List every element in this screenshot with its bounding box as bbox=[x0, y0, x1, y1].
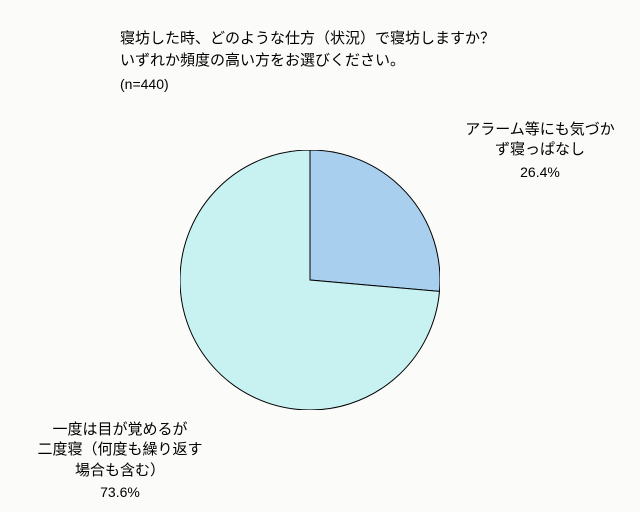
slice-pct-alarm: 26.4% bbox=[450, 163, 630, 182]
title-line-1: 寝坊した時、どのような仕方（状況）で寝坊しますか？ bbox=[120, 28, 495, 50]
slice-label-alarm-line2: ず寝っぱなし bbox=[495, 141, 585, 158]
slice-label-alarm: アラーム等にも気づか ず寝っぱなし 26.4% bbox=[450, 120, 630, 181]
title-line-2: いずれか頻度の高い方をお選びください。 bbox=[120, 50, 495, 72]
slice-label-snooze: 一度は目が覚めるが 二度寝（何度も繰り返す 場合も含む） 73.6% bbox=[20, 420, 220, 502]
pie-slice bbox=[310, 150, 440, 291]
slice-label-snooze-line3: 場合も含む） bbox=[75, 462, 165, 479]
pie-chart bbox=[180, 150, 440, 410]
slice-label-snooze-line2: 二度寝（何度も繰り返す bbox=[37, 441, 202, 458]
sample-size: (n=440) bbox=[120, 74, 495, 94]
slice-label-snooze-line1: 一度は目が覚めるが bbox=[52, 421, 187, 438]
slice-pct-snooze: 73.6% bbox=[20, 483, 220, 502]
title-block: 寝坊した時、どのような仕方（状況）で寝坊しますか？ いずれか頻度の高い方をお選び… bbox=[120, 28, 495, 94]
slice-label-alarm-line1: アラーム等にも気づか bbox=[465, 121, 615, 138]
